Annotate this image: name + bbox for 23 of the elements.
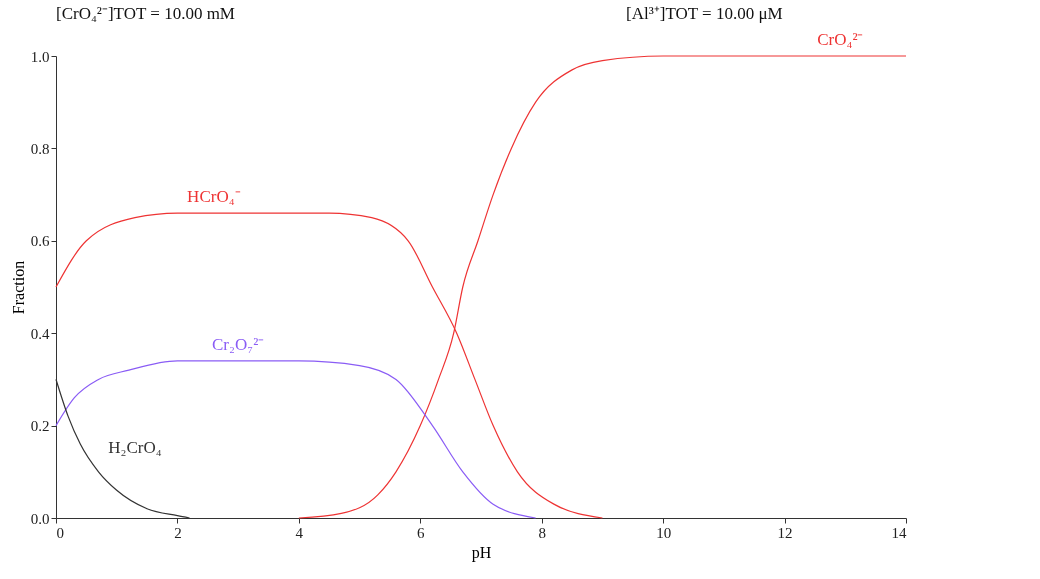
y-tick-label: 1.0	[30, 48, 50, 65]
text: [CrO₄²⁻]TOT = 10.00 mM	[56, 4, 235, 23]
y-tick-label: 0.2	[30, 418, 50, 435]
series-label: Cr₂O₇²⁻	[212, 334, 265, 354]
series-label: CrO₄²⁻	[817, 30, 864, 49]
x-tick-label: 6	[417, 524, 426, 541]
x-tick-label: 12	[777, 524, 793, 541]
x-tick-label: 8	[538, 524, 546, 541]
x-tick-label: 14	[891, 524, 907, 541]
line-series	[55, 360, 537, 519]
y-tick-label: 0.0	[30, 510, 50, 527]
x-axis-title: pH	[471, 543, 492, 562]
x-tick-label: 2	[174, 524, 182, 541]
x-tick-label: 10	[656, 524, 672, 541]
y-tick-label: 0.8	[30, 140, 50, 157]
x-tick-label: 0	[56, 524, 64, 541]
x-tick-label: 4	[295, 524, 304, 541]
text: [Al³⁺]TOT = 10.00 μM	[626, 4, 783, 23]
series-label: HCrO₄⁻	[187, 187, 241, 207]
y-tick-label: 0.4	[30, 325, 50, 342]
series-label: H₂CrO₄	[108, 437, 162, 457]
y-axis-title: Fraction	[9, 260, 27, 315]
y-tick-label: 0.6	[30, 233, 50, 250]
